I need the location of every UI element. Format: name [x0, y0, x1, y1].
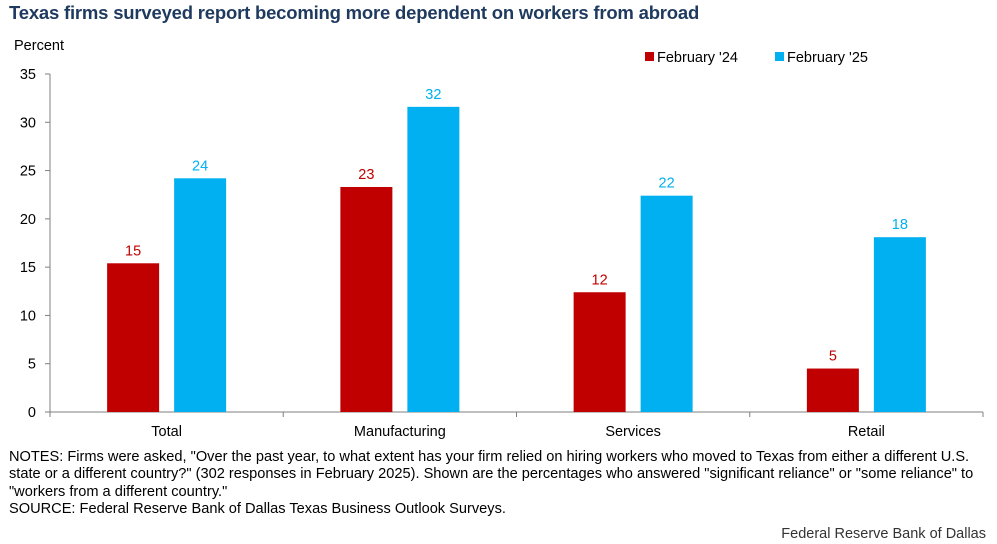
bar — [407, 106, 460, 412]
bar-chart: Percent 0 5 10 15 20 25 30 35 Total Manufacturing… — [14, 38, 984, 440]
notes-text: NOTES: Firms were asked, "Over the past … — [9, 449, 974, 500]
credit-text: Federal Reserve Bank of Dallas — [781, 526, 986, 542]
y-tick-label: 20 — [20, 212, 36, 228]
y-tick-label: 0 — [28, 405, 36, 421]
bar — [640, 195, 693, 412]
bar — [107, 263, 160, 412]
bar — [174, 178, 227, 412]
bar-value-label: 22 — [659, 176, 675, 192]
x-tick-label: Total — [151, 424, 182, 440]
x-tick-label: Retail — [848, 424, 885, 440]
y-tick-label: 30 — [20, 115, 36, 131]
legend-swatch — [775, 52, 784, 61]
y-tick-label: 35 — [20, 67, 36, 83]
legend: February '24 February '25 — [645, 50, 868, 66]
legend-label: February '24 — [657, 50, 738, 66]
bars: 15 24 23 32 12 22 5 18 — [107, 87, 926, 412]
source-text: SOURCE: Federal Reserve Bank of Dallas T… — [9, 501, 506, 518]
x-tick-label: Services — [605, 424, 661, 440]
x-tick-label: Manufacturing — [354, 424, 446, 440]
y-axis: Percent 0 5 10 15 20 25 30 35 — [14, 38, 64, 421]
y-tick-label: 15 — [20, 260, 36, 276]
y-tick-label: 25 — [20, 164, 36, 180]
y-axis-label: Percent — [14, 38, 64, 54]
bar — [340, 186, 393, 412]
bar-value-label: 24 — [192, 158, 208, 174]
bar-value-label: 32 — [425, 87, 441, 103]
bar — [873, 237, 926, 412]
chart-notes: NOTES: Firms were asked, "Over the past … — [9, 449, 984, 519]
bar-value-label: 18 — [892, 217, 908, 233]
chart-title: Texas firms surveyed report becoming mor… — [9, 2, 700, 23]
legend-label: February '25 — [787, 50, 868, 66]
bar — [806, 368, 859, 412]
y-tick-label: 5 — [28, 357, 36, 373]
bar-value-label: 23 — [358, 167, 374, 183]
bar-value-label: 12 — [592, 272, 608, 288]
bar-value-label: 5 — [829, 349, 837, 365]
bar — [573, 292, 626, 412]
y-tick-label: 10 — [20, 308, 36, 324]
x-axis: Total Manufacturing Services Retail — [49, 411, 984, 440]
bar-value-label: 15 — [125, 243, 141, 259]
legend-swatch — [645, 52, 654, 61]
